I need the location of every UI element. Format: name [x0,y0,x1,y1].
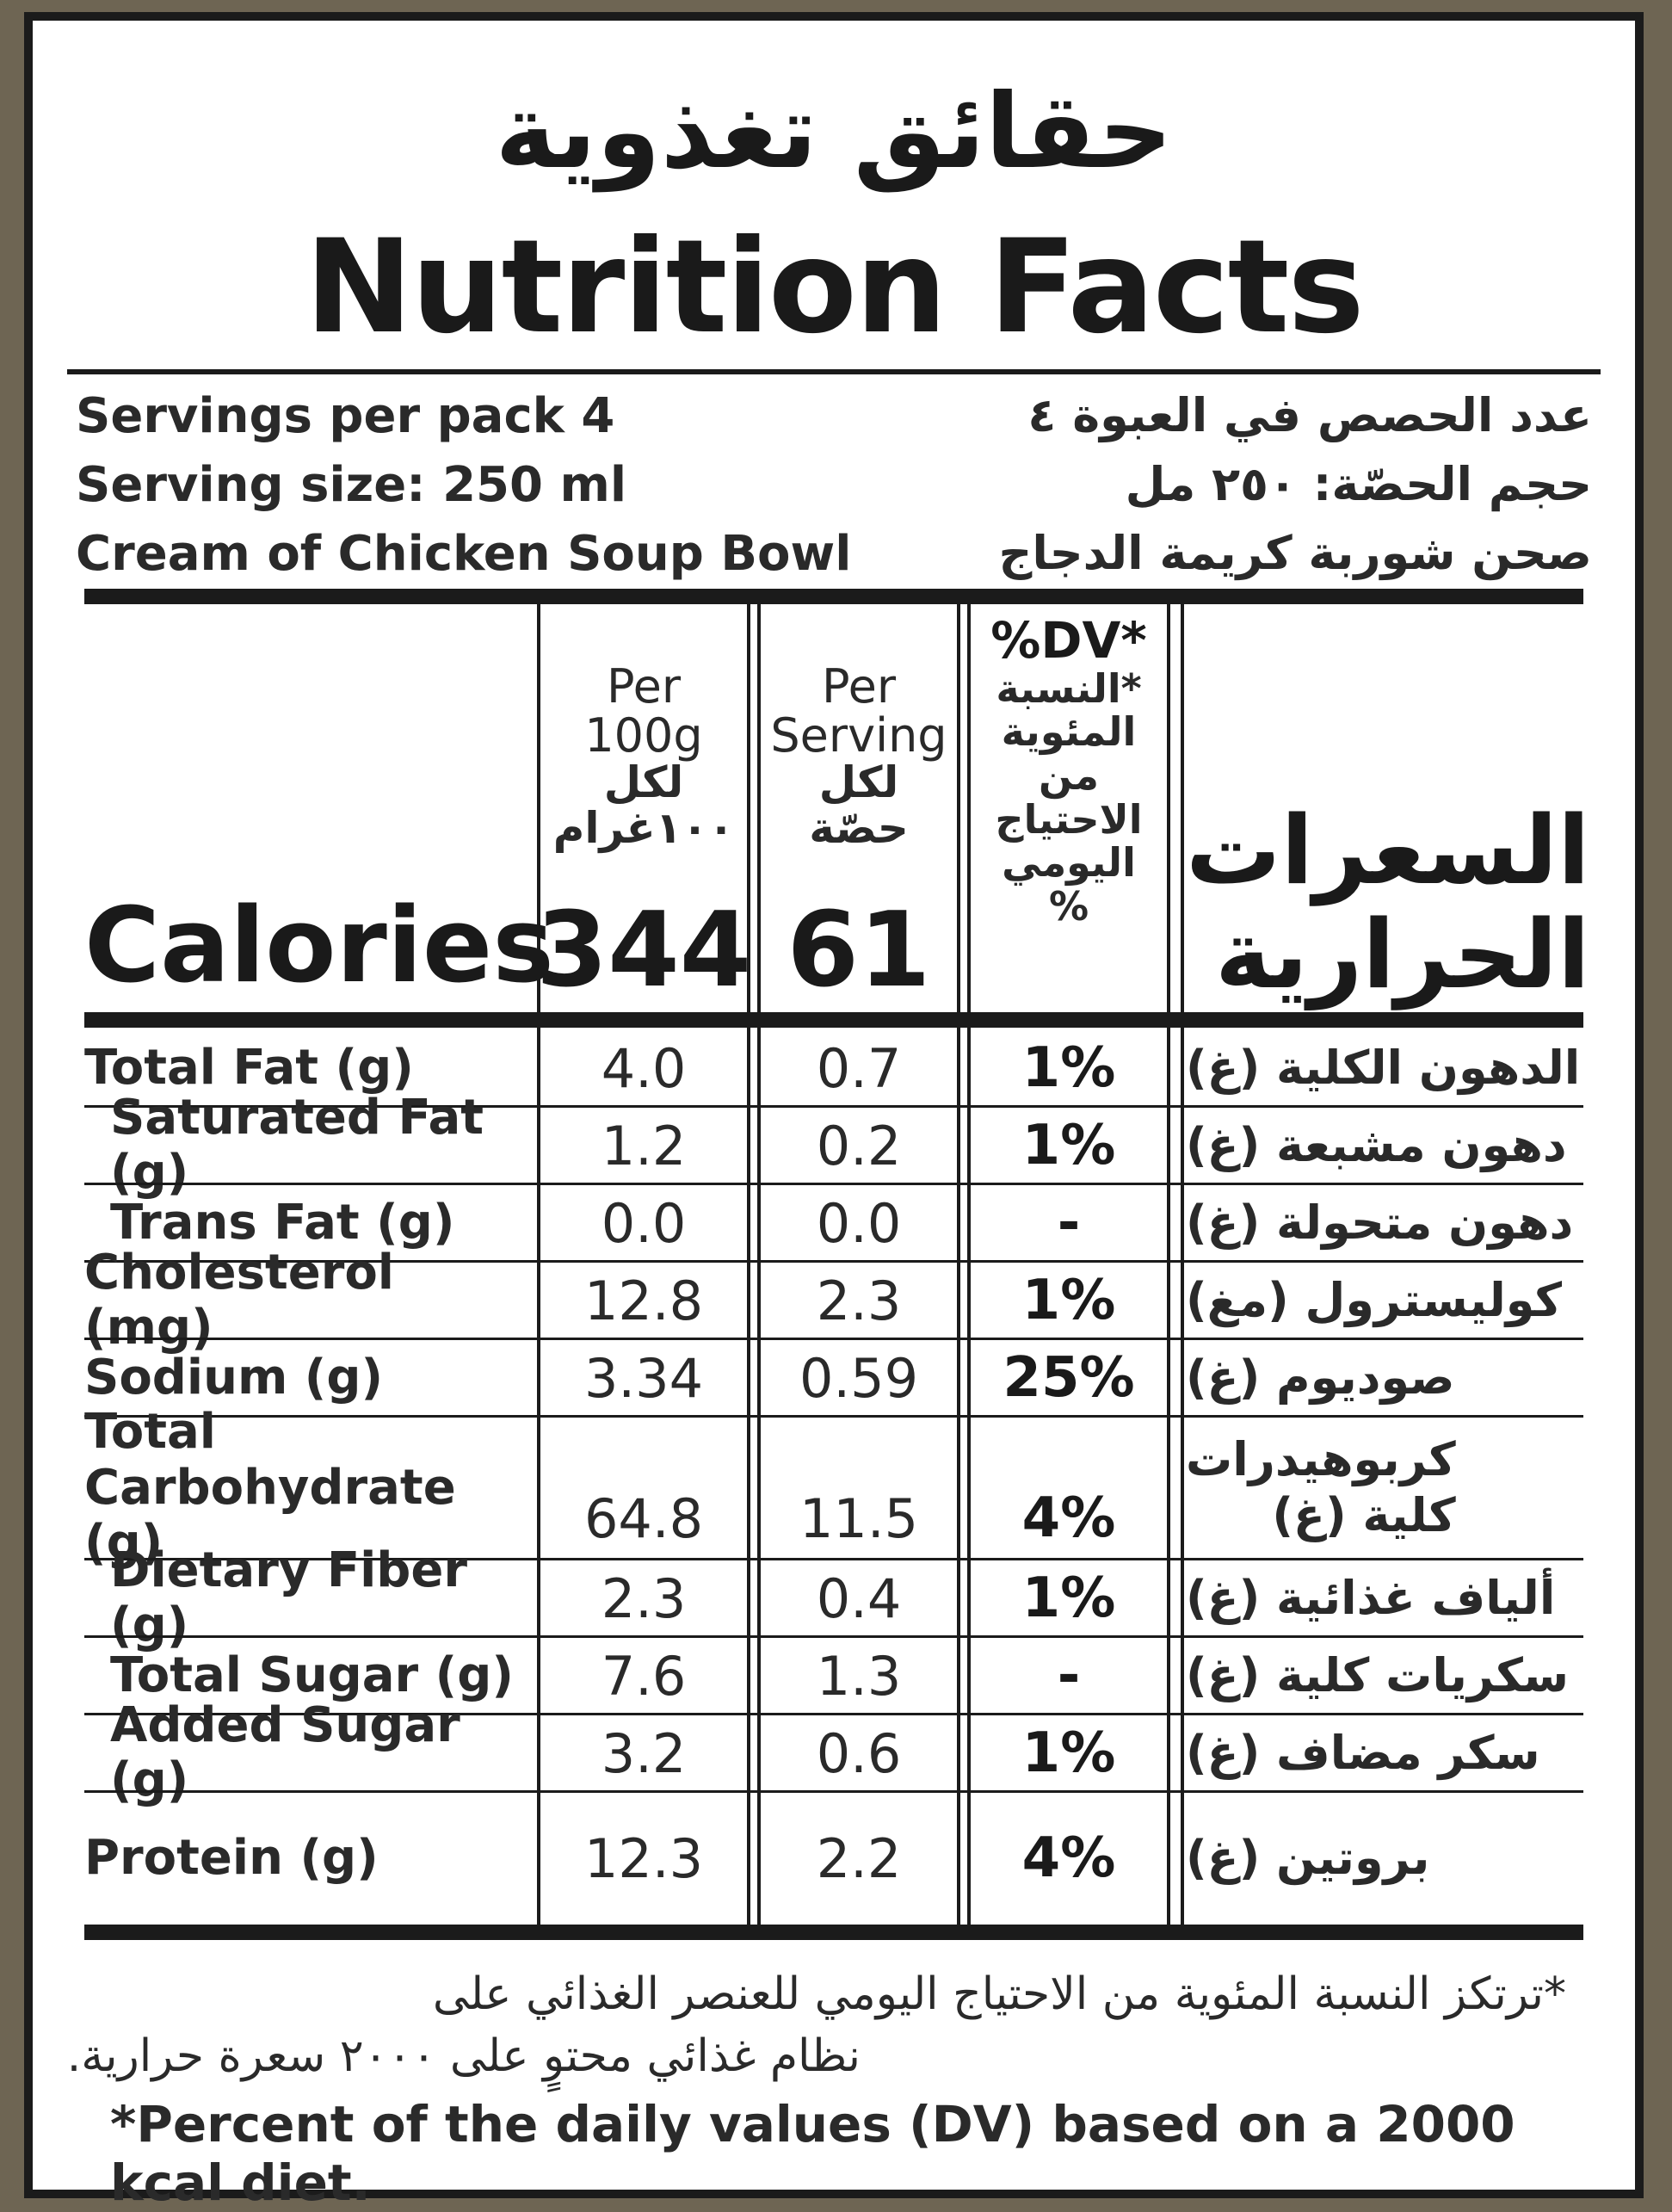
nutrient-label-en: Total Carbohydrate (g) [84,1404,456,1572]
nutrient-per100: 3.2 [601,1721,687,1785]
column-line [1167,604,1170,1930]
title-divider [67,369,1601,374]
calories-divider [84,1012,1583,1028]
nutrient-label-en: Cholesterol (mg) [84,1244,394,1356]
nutrient-dv: 1% [1021,1566,1116,1630]
nutrient-per100: 1.2 [601,1114,687,1177]
row-divider [84,1105,1583,1108]
nutrient-label-en: Saturated Fat (g) [110,1089,484,1201]
header-serving-en: Per Serving [770,658,947,763]
nutrient-label-en: Trans Fat (g) [110,1194,455,1251]
column-line [747,604,750,1930]
product-en: Cream of Chicken Soup Bowl [76,526,852,582]
nutrient-dv: 1% [1021,1036,1116,1100]
nutrient-per100: 0.0 [601,1191,687,1255]
nutrient-per-serving: 0.4 [816,1566,902,1630]
header-dv: %DV* *النسبة المئوية من الاحتياج اليومي … [971,615,1167,1010]
nutrient-label-en: Dietary Fiber (g) [110,1542,467,1653]
nutrient-dv: - [1057,1191,1081,1255]
header-per100-en: Per 100g [584,658,703,763]
nutrient-per-serving: 11.5 [799,1486,919,1550]
serving-size-en: Serving size: 250 ml [76,457,627,513]
nutrient-label-en: Sodium (g) [84,1349,384,1406]
nutrient-per100: 2.3 [601,1566,687,1630]
header-serving-ar: لكل حصّة [809,757,909,853]
nutrient-per-serving: 0.2 [816,1114,902,1177]
row-divider [84,1790,1583,1793]
nutrient-per-serving: 0.0 [816,1191,902,1255]
footnote-arabic-2: نظام غذائي محتوٍ على ٢٠٠٠ سعرة حرارية. [66,2030,861,2082]
nutrient-dv: 25% [1003,1346,1135,1410]
row-divider [84,1635,1583,1638]
header-per-serving: Per Serving لكل حصّة [761,615,957,899]
nutrient-label-en: Protein (g) [84,1829,379,1886]
nutrient-label-ar: الدهون الكلية (غ) [1186,1040,1581,1095]
nutrient-per100: 4.0 [601,1036,687,1100]
calories-label-en: Calories [84,886,554,1006]
nutrient-dv: - [1057,1644,1081,1708]
footnote-english: *Percent of the daily values (DV) based … [110,2095,1515,2212]
product-ar: صحن شوربة كريمة الدجاج [998,526,1592,580]
header-dv-en: %DV* [990,611,1147,670]
title-arabic: حقائق تغذوية [495,72,1173,192]
header-per100-ar: لكل ١٠٠غرام [552,757,735,853]
nutrient-per-serving: 2.2 [816,1826,902,1890]
nutrient-label-ar: سكريات كلية (غ) [1186,1647,1569,1702]
title-english: Nutrition Facts [305,213,1364,362]
nutrient-per-serving: 2.3 [816,1269,902,1332]
column-line [1181,604,1184,1930]
nutrient-per100: 7.6 [601,1644,687,1708]
nutrient-label-ar: دهون متحولة (غ) [1186,1195,1574,1250]
column-line [537,604,540,1930]
nutrient-label-ar: سكر مضاف (غ) [1186,1725,1540,1780]
row-divider [84,1415,1583,1418]
row-divider [84,1558,1583,1560]
nutrient-dv: 4% [1021,1486,1116,1550]
nutrient-dv: 4% [1021,1826,1116,1890]
nutrient-label-ar: كوليسترول (مغ) [1186,1272,1563,1327]
nutrient-label-ar: دهون مشبعة (غ) [1186,1117,1567,1172]
nutrient-per100: 3.34 [583,1346,704,1410]
row-divider [84,1713,1583,1715]
column-line [967,604,971,1930]
calories-label-ar: السعرات الحرارية [1186,795,1590,1010]
nutrient-label-ar: صوديوم (غ) [1186,1350,1455,1405]
nutrient-dv: 1% [1021,1721,1116,1785]
nutrient-per100: 64.8 [583,1486,704,1550]
nutrient-per-serving: 0.59 [799,1346,919,1410]
header-dv-ar: *النسبة المئوية من الاحتياج اليومي % [995,664,1143,930]
nutrient-per-serving: 1.3 [816,1644,902,1708]
nutrient-label-en: Total Sugar (g) [110,1647,514,1703]
nutrient-label-ar: بروتين (غ) [1186,1830,1430,1885]
table-bottom-divider [84,1925,1583,1940]
nutrient-dv: 1% [1021,1269,1116,1332]
calories-per100: 344 [535,890,752,1010]
header-per100: Per 100g لكل ١٠٠غرام [540,615,747,899]
calories-per-serving: 61 [787,890,931,1010]
servings-en: Servings per pack 4 [76,388,615,444]
nutrient-per100: 12.8 [583,1269,704,1332]
nutrient-label-en: Total Fat (g) [84,1039,414,1096]
column-line [957,604,960,1930]
nutrient-label-en: Added Sugar (g) [110,1696,460,1808]
column-line [757,604,761,1930]
info-divider [84,589,1583,604]
nutrient-dv: 1% [1021,1114,1116,1177]
serving-size-ar: حجم الحصّة: ٢٥٠ مل [1125,457,1592,511]
footnote-arabic-1: *ترتكز النسبة المئوية من الاحتياج اليومي… [432,1968,1566,2020]
row-divider [84,1338,1583,1340]
nutrient-per-serving: 0.6 [816,1721,902,1785]
nutrient-per100: 12.3 [583,1826,704,1890]
row-divider [84,1183,1583,1185]
nutrition-label: حقائق تغذوية Nutrition Facts Servings pe… [24,12,1644,2212]
nutrient-label-ar: كربوهيدرات كلية (غ) [1186,1432,1456,1542]
nutrient-per-serving: 0.7 [816,1036,902,1100]
nutrient-label-ar: ألياف غذائية (غ) [1186,1570,1556,1625]
servings-ar: عدد الحصص في العبوة ٤ [1027,388,1592,442]
row-divider [84,1260,1583,1263]
